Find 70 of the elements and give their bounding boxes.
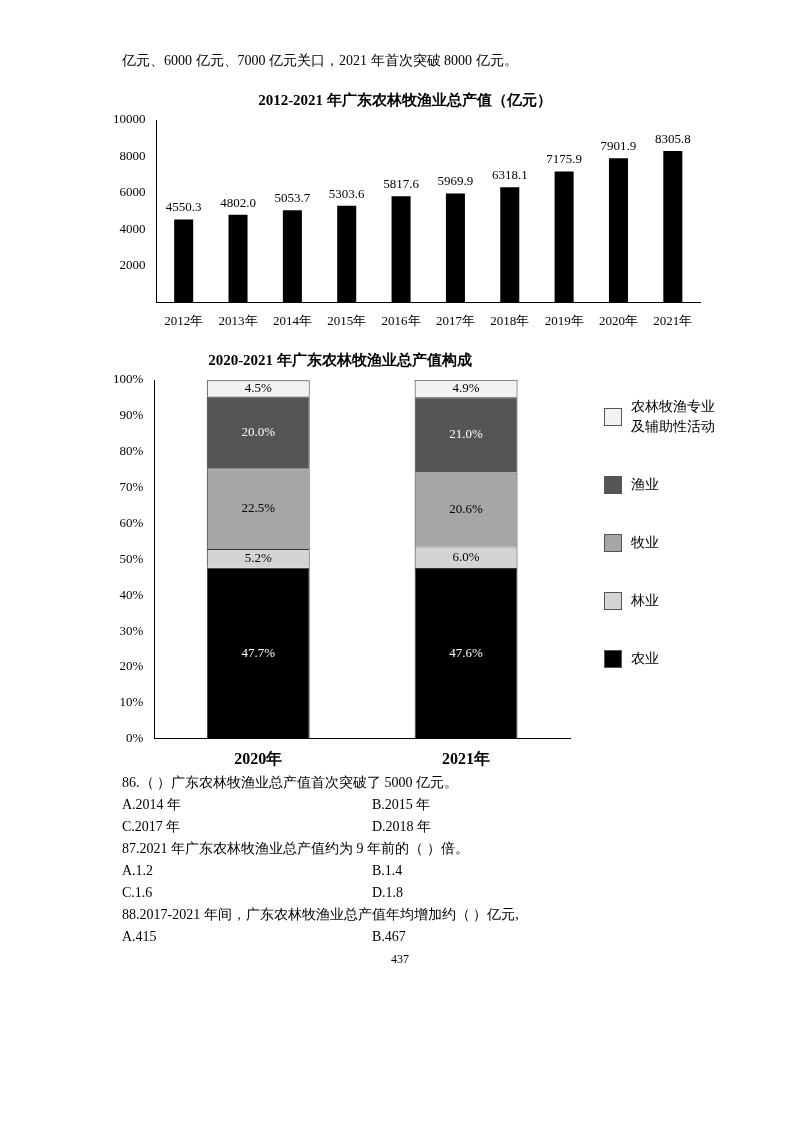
x-tick-label: 2012年 xyxy=(164,312,204,328)
text: B.467 xyxy=(372,928,407,946)
x-tick-label: 2020年 xyxy=(234,749,283,767)
legend-label: 牧业 xyxy=(631,534,660,552)
text: 88.2017-2021 年间，广东农林牧渔业总产值年均增加约（ ）亿元, xyxy=(122,906,520,924)
data-label: 47.7% xyxy=(241,644,276,660)
text: A.2014 年 xyxy=(122,796,183,814)
legend-label: 渔业 xyxy=(631,476,660,494)
x-tick-label: 2016年 xyxy=(381,312,421,328)
legend-label: 农业 xyxy=(631,650,660,668)
data-label: 5969.9 xyxy=(437,173,474,189)
text: A.415 xyxy=(122,928,158,946)
text: 437 xyxy=(390,951,410,968)
x-tick-label: 2020年 xyxy=(598,312,638,328)
x-tick-label: 2014年 xyxy=(272,312,312,328)
legend-label: 林业 xyxy=(631,592,660,610)
text: D.1.8 xyxy=(372,884,405,902)
x-tick-label: 2015年 xyxy=(327,312,367,328)
x-tick-label: 2019年 xyxy=(544,312,584,328)
data-label: 6318.1 xyxy=(491,167,528,183)
data-label: 20.0% xyxy=(241,423,276,439)
data-label: 21.0% xyxy=(449,426,484,442)
text: B.2015 年 xyxy=(372,796,432,814)
data-label: 8305.8 xyxy=(654,130,691,146)
y-tick-label: 80% xyxy=(119,443,144,459)
text: C.2017 年 xyxy=(122,818,182,836)
x-tick-label: 2021年 xyxy=(653,312,693,328)
x-tick-label: 2021年 xyxy=(442,749,491,767)
data-label: 20.6% xyxy=(449,500,484,516)
x-tick-label: 2018年 xyxy=(490,312,530,328)
y-tick-label: 30% xyxy=(119,622,144,638)
y-tick-label: 20% xyxy=(119,658,144,674)
data-label: 4802.0 xyxy=(220,194,256,210)
data-label: 4.9% xyxy=(452,379,480,395)
y-tick-label: 100% xyxy=(112,371,144,387)
y-tick-label: 2000 xyxy=(119,257,146,273)
data-label: 22.5% xyxy=(241,500,276,516)
y-tick-label: 0% xyxy=(125,730,144,746)
chart-title: 2020-2021 年广东农林牧渔业总产值构成 xyxy=(208,350,472,368)
text: C.1.6 xyxy=(122,884,154,902)
data-label: 47.6% xyxy=(449,644,484,660)
y-tick-label: 4000 xyxy=(119,220,146,236)
y-tick-label: 10000 xyxy=(113,111,146,127)
data-label: 4550.3 xyxy=(165,199,202,215)
data-label: 5817.6 xyxy=(383,176,420,192)
data-label: 7901.9 xyxy=(600,138,637,154)
y-tick-label: 70% xyxy=(119,479,144,495)
y-tick-label: 10% xyxy=(119,694,144,710)
text: 亿元、6000 亿元、7000 亿元关口，2021 年首次突破 8000 亿元。 xyxy=(122,52,519,70)
y-tick-label: 50% xyxy=(119,550,144,566)
data-label: 4.5% xyxy=(244,379,272,395)
chart-title: 2012-2021 年广东农林牧渔业总产值（亿元） xyxy=(258,90,552,108)
text: B.1.4 xyxy=(372,862,404,880)
data-label: 5053.7 xyxy=(274,190,311,206)
text: 87.2021 年广东农林牧渔业总产值约为 9 年前的（ ）倍。 xyxy=(122,840,470,858)
y-tick-label: 90% xyxy=(119,407,144,423)
x-tick-label: 2017年 xyxy=(435,312,475,328)
data-label: 5303.6 xyxy=(328,185,366,201)
data-label: 5.2% xyxy=(244,549,272,565)
x-tick-label: 2013年 xyxy=(218,312,258,328)
text: 86.（ ）广东农林牧渔业总产值首次突破了 5000 亿元。 xyxy=(122,774,459,792)
y-tick-label: 8000 xyxy=(119,147,146,163)
text: A.1.2 xyxy=(122,862,155,880)
y-tick-label: 60% xyxy=(119,514,144,530)
y-tick-label: 6000 xyxy=(119,184,146,200)
y-tick-label: 40% xyxy=(119,586,144,602)
text: D.2018 年 xyxy=(372,818,433,836)
legend-label: 农林牧渔专业及辅助性活动 xyxy=(631,398,716,436)
data-label: 6.0% xyxy=(452,548,480,564)
data-label: 7175.9 xyxy=(546,151,582,167)
